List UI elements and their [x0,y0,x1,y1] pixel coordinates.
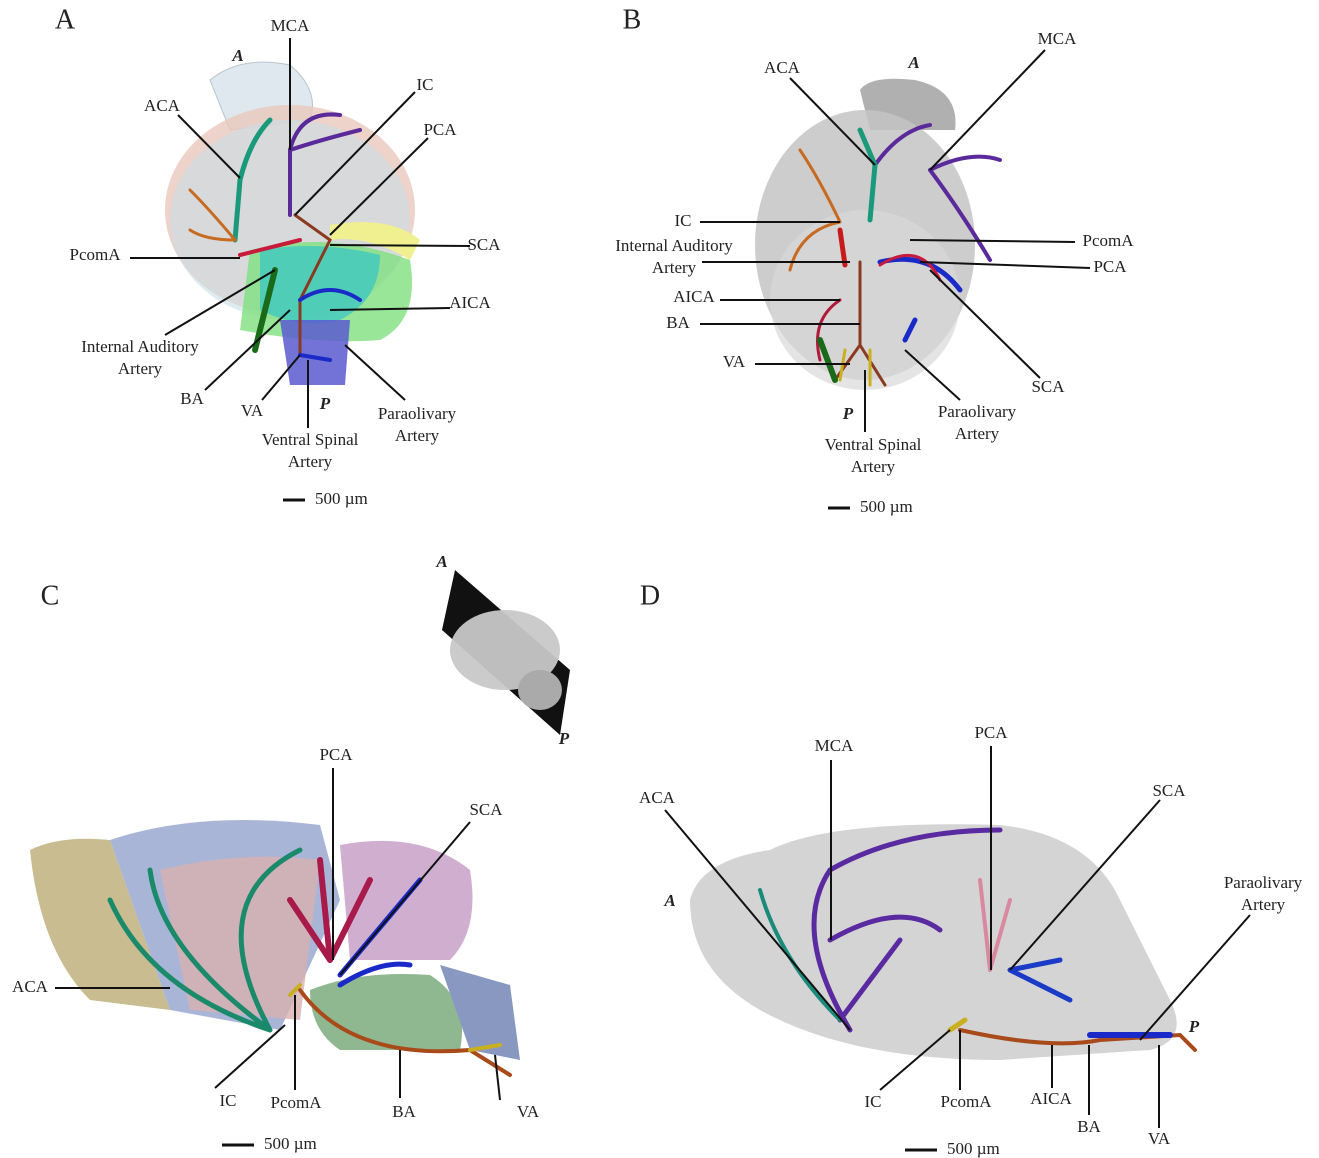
anatomy-label: Ventral Spinal [825,435,922,454]
anatomy-label: Internal Auditory [81,337,199,356]
scale-bar-label: 500 µm [315,489,368,508]
anatomy-label: PcomA [1083,231,1135,250]
anatomy-label: BA [180,389,204,408]
anatomy-label: ACA [639,788,676,807]
orientation-label: P [319,394,331,413]
anatomy-label: Internal Auditory [615,236,733,255]
anatomy-label: AICA [449,293,491,312]
scale-bar-label: 500 µm [860,497,913,516]
leader-line [345,345,405,400]
orientation-label: A [907,53,919,72]
anatomy-label: Artery [851,457,896,476]
anatomy-label: Paraolivary [938,402,1017,421]
anatomy-label: AICA [673,287,715,306]
anatomy-label: SCA [1152,781,1186,800]
anatomy-label: VA [517,1102,540,1121]
anatomy-label: PcomA [70,245,122,264]
anatomy-label: Artery [288,452,333,471]
scale-bar-label: 500 µm [264,1134,317,1153]
panel-a-image [165,62,420,385]
anatomy-label: VA [723,352,746,371]
anatomy-label: Paraolivary [378,404,457,423]
anatomy-label: IC [675,211,692,230]
anatomy-label: Artery [955,424,1000,443]
anatomy-label: PCA [423,120,457,139]
orientation-label: A [435,552,447,571]
scale-bar-label: 500 µm [947,1139,1000,1158]
anatomy-label: Ventral Spinal [262,430,359,449]
anatomy-label: Artery [395,426,440,445]
anatomy-label: SCA [469,800,503,819]
anatomy-label: Artery [1241,895,1286,914]
orientation-label: A [663,891,675,910]
anatomy-label: Artery [652,258,697,277]
panel-d-image [690,824,1195,1060]
anatomy-label: ACA [12,977,49,996]
anatomy-label: PCA [974,723,1008,742]
anatomy-label: ACA [144,96,181,115]
anatomy-label: PcomA [941,1092,993,1111]
anatomy-label: MCA [271,16,310,35]
anatomy-label: SCA [467,235,501,254]
anatomy-label: Artery [118,359,163,378]
anatomy-label: IC [865,1092,882,1111]
anatomy-label: MCA [1038,29,1077,48]
anatomy-label: BA [1077,1117,1101,1136]
orientation-label: P [842,404,854,423]
anatomy-label: ACA [764,58,801,77]
anatomy-label: PCA [319,745,353,764]
panel-letter: D [640,580,660,611]
orientation-label: P [558,729,570,748]
leader-line [330,245,470,246]
panel-b-image [755,79,1000,390]
orientation-label: P [1188,1017,1200,1036]
panel-letter: A [55,4,76,35]
panel-c-inset [442,570,570,735]
orientation-label: A [231,46,243,65]
panel-letter: B [623,4,642,35]
anatomy-label: IC [220,1091,237,1110]
anatomy-label: Paraolivary [1224,873,1303,892]
panel-c-image [30,820,520,1075]
anatomy-label: BA [392,1102,416,1121]
anatomy-label: PcomA [271,1093,323,1112]
anatomy-label: MCA [815,736,854,755]
anatomy-label: VA [1148,1129,1171,1148]
anatomy-label: IC [417,75,434,94]
anatomy-label: PCA [1093,257,1127,276]
anatomy-label: VA [241,401,264,420]
figure: AAP500 µmMCAICPCAACASCAPcomAAICAInternal… [0,0,1319,1158]
panel-letter: C [41,580,60,611]
anatomy-label: BA [666,313,690,332]
leader-line [215,1025,285,1088]
anatomy-label: SCA [1031,377,1065,396]
leader-line [495,1055,500,1100]
anatomy-label: AICA [1030,1089,1072,1108]
